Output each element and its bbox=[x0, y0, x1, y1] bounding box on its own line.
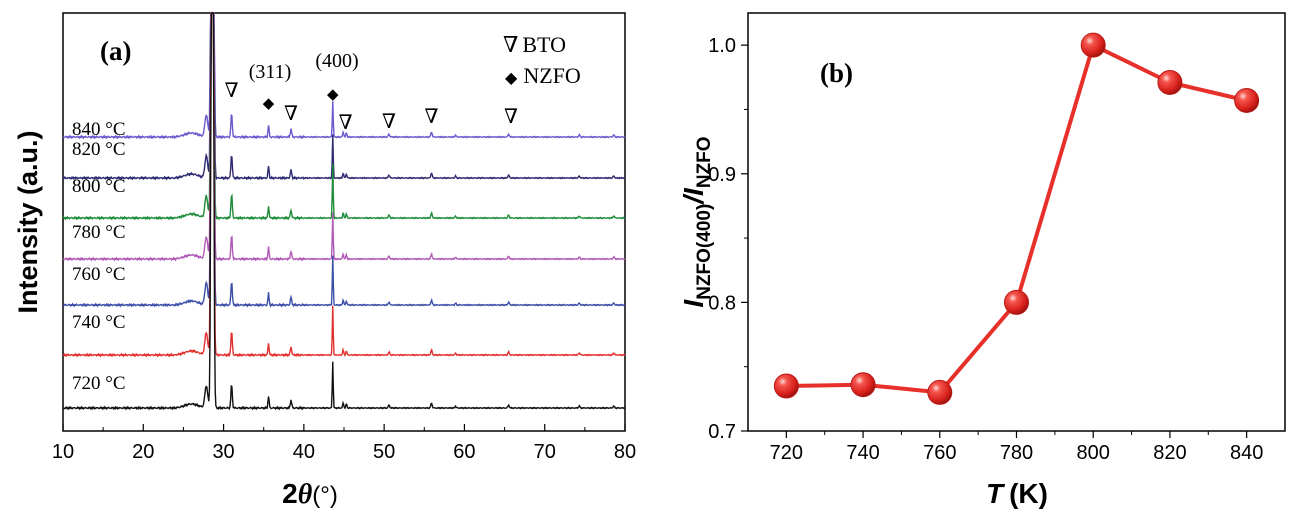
nzfo-marker: ◆ bbox=[263, 95, 275, 112]
ratio-x-label-unit: (K) bbox=[1009, 478, 1048, 509]
xrd-trace bbox=[62, 12, 626, 308]
bto-marker: ∇ bbox=[382, 111, 396, 133]
temperature-label: 720 °C bbox=[72, 373, 126, 394]
nzfo-marker: ◆ bbox=[327, 86, 339, 103]
bto-marker: ∇ bbox=[504, 106, 518, 128]
bto-marker: ∇ bbox=[284, 103, 298, 125]
panel-a-label: (a) bbox=[100, 36, 131, 66]
ratio-x-label-symbol: T bbox=[986, 478, 1006, 509]
legend-nzfo-label: NZFO bbox=[523, 63, 580, 88]
ratio-x-tick-label: 760 bbox=[923, 442, 956, 464]
xrd-x-label-unit: (°) bbox=[312, 482, 338, 509]
bto-marker: ∇ bbox=[339, 112, 353, 134]
temperature-label: 740 °C bbox=[72, 312, 126, 333]
ratio-x-tick-label: 800 bbox=[1077, 442, 1110, 464]
ratio-y-tick-label: 0.7 bbox=[708, 421, 736, 443]
ratio-x-tick-label: 780 bbox=[1000, 442, 1033, 464]
xrd-x-tick-label: 30 bbox=[212, 441, 234, 463]
ratio-x-tick-label: 720 bbox=[770, 442, 803, 464]
xrd-x-label-main: 2 bbox=[282, 478, 298, 509]
bto-marker: ∇ bbox=[425, 106, 439, 128]
ratio-line bbox=[786, 42, 1248, 395]
ratio-y-label-sub2: NZFO bbox=[694, 136, 715, 188]
legend-bto: ∇ BTO bbox=[503, 32, 566, 57]
ratio-y-tick-label: 0.9 bbox=[708, 164, 736, 186]
xrd-x-tick-label: 20 bbox=[132, 441, 154, 463]
xrd-trace bbox=[62, 12, 626, 140]
xrd-x-tick-label: 70 bbox=[534, 441, 556, 463]
panel-b-label: (b) bbox=[820, 58, 853, 88]
xrd-trace bbox=[62, 12, 626, 262]
bto-marker: ∇ bbox=[225, 80, 239, 102]
xrd-x-tick-label: 60 bbox=[453, 441, 475, 463]
ratio-y-axis-label: INZFO(400)/INZFO bbox=[678, 136, 715, 307]
legend-nzfo-symbol: ◆ bbox=[505, 70, 518, 87]
ratio-y-label-sep: /I bbox=[678, 187, 709, 206]
xrd-trace bbox=[62, 12, 626, 221]
ratio-x-tick-label: 740 bbox=[846, 442, 879, 464]
ratio-x-tick-label: 840 bbox=[1230, 442, 1263, 464]
temperature-label: 760 °C bbox=[72, 264, 126, 285]
ratio-point bbox=[1004, 289, 1029, 315]
xrd-trace bbox=[62, 12, 626, 411]
phase-markers: ∇∇ ∇ ∇ ∇ ∇◆◆ bbox=[225, 80, 518, 134]
legend-nzfo: ◆ NZFO bbox=[505, 63, 581, 88]
xrd-x-tick-label: 40 bbox=[293, 441, 315, 463]
xrd-x-tick-label: 10 bbox=[52, 441, 74, 463]
legend-bto-label: BTO bbox=[522, 32, 566, 57]
ratio-series bbox=[773, 32, 1260, 405]
ratio-point bbox=[1234, 87, 1260, 113]
xrd-x-axis: 10 20 30 40 50 60 70 80 bbox=[52, 424, 636, 463]
ratio-point bbox=[1157, 69, 1183, 95]
ratio-y-label-sub1: NZFO(400) bbox=[694, 204, 715, 300]
ratio-point bbox=[850, 372, 876, 398]
annotation-400: (400) bbox=[315, 50, 358, 72]
xrd-traces bbox=[62, 12, 626, 411]
xrd-x-axis-label: 2θ(°) bbox=[282, 478, 338, 510]
ratio-y-label-prefix: I bbox=[678, 299, 709, 308]
ratio-x-axis-label: T (K) bbox=[986, 478, 1048, 509]
xrd-trace bbox=[62, 12, 626, 358]
ratio-axes: 720 740 760 780 800 820 840 0.7 0.8 0.9 1.0 bbox=[708, 35, 1263, 464]
temperature-label: 800 °C bbox=[72, 176, 126, 197]
xrd-x-tick-label: 50 bbox=[373, 441, 395, 463]
legend-bto-symbol: ∇ bbox=[503, 32, 518, 57]
ratio-y-tick-label: 1.0 bbox=[708, 35, 736, 57]
annotation-311: (311) bbox=[249, 61, 292, 83]
ratio-x-tick-label: 820 bbox=[1153, 442, 1186, 464]
ratio-point bbox=[773, 373, 799, 399]
xrd-trace bbox=[62, 12, 626, 181]
xrd-y-axis-label: Intensity (a.u.) bbox=[13, 130, 43, 313]
ratio-point bbox=[1080, 32, 1106, 58]
temperature-label: 840 °C bbox=[72, 119, 126, 140]
temperature-label: 780 °C bbox=[72, 222, 126, 243]
xrd-x-tick-label: 80 bbox=[614, 441, 636, 463]
xrd-legend: ∇ BTO ◆ NZFO bbox=[503, 32, 581, 88]
xrd-x-label-symbol: θ bbox=[298, 479, 313, 510]
ratio-point bbox=[927, 379, 953, 405]
temperature-label: 820 °C bbox=[72, 139, 126, 160]
ratio-y-tick-label: 0.8 bbox=[708, 292, 736, 314]
